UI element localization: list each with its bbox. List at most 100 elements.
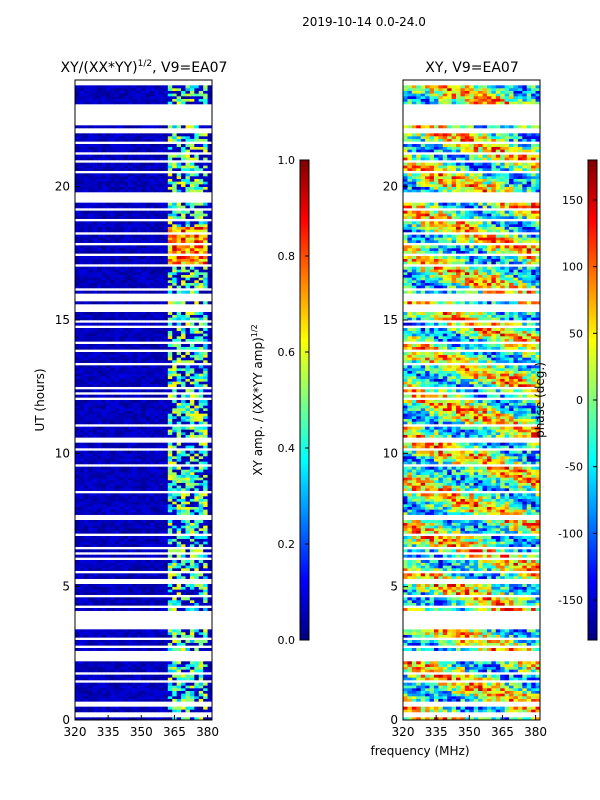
amp-cell xyxy=(79,384,85,387)
amp-cell xyxy=(110,144,116,147)
amp-cell xyxy=(189,373,195,377)
amp-cell xyxy=(198,224,204,227)
amp-cell xyxy=(194,322,200,326)
amp-cell xyxy=(158,290,164,294)
amp-cell xyxy=(88,456,94,459)
amp-cell xyxy=(83,154,89,158)
amp-cell xyxy=(194,405,200,409)
amp-cell xyxy=(141,416,147,419)
amp-cell xyxy=(123,426,129,430)
amp-cell xyxy=(176,373,182,377)
amp-cell xyxy=(101,360,107,363)
amp-cell xyxy=(88,317,94,321)
amp-cell xyxy=(105,666,111,670)
amp-cell xyxy=(123,269,129,273)
amp-cell xyxy=(150,394,155,398)
amp-cell xyxy=(92,445,98,449)
amp-cell xyxy=(114,706,120,710)
amp-cell xyxy=(185,400,191,403)
amp-cell xyxy=(203,458,208,462)
amp-cell xyxy=(79,600,85,603)
amp-cell xyxy=(198,426,204,430)
amp-cell xyxy=(119,346,125,350)
amp-cell xyxy=(110,368,116,371)
amp-cell xyxy=(79,677,85,681)
amp-cell xyxy=(145,602,151,606)
amp-cell xyxy=(97,280,102,283)
amp-cell xyxy=(132,250,138,254)
amp-cell xyxy=(189,234,195,238)
amp-cell xyxy=(203,90,208,94)
amp-cell xyxy=(83,400,89,403)
amp-cell xyxy=(79,125,85,129)
amp-cell xyxy=(119,472,125,475)
amp-cell xyxy=(101,181,107,185)
amp-cell xyxy=(97,674,102,678)
amp-cell xyxy=(189,541,195,545)
amp-cell xyxy=(128,600,133,603)
amp-cell xyxy=(128,538,133,542)
amp-cell xyxy=(145,274,151,278)
amp-cell xyxy=(119,186,125,190)
amp-cell xyxy=(128,357,133,361)
amp-cell xyxy=(92,434,98,438)
amp-cell xyxy=(128,480,133,483)
amp-cell xyxy=(75,418,80,422)
amp-cell xyxy=(203,221,208,225)
amp-cell xyxy=(150,682,155,686)
amp-cell xyxy=(167,357,173,361)
amp-cell xyxy=(92,693,98,697)
amp-cell xyxy=(110,648,116,651)
amp-cell xyxy=(167,402,173,406)
amp-cell xyxy=(154,488,160,491)
amp-cell xyxy=(141,586,147,590)
amp-cell xyxy=(97,258,102,262)
amp-cell xyxy=(198,317,204,321)
amp-cell xyxy=(114,573,120,577)
amp-cell xyxy=(181,186,186,190)
amp-cell xyxy=(158,573,164,577)
amp-cell xyxy=(150,698,155,702)
amp-cell xyxy=(150,709,155,713)
amp-cell xyxy=(97,336,102,339)
amp-cell xyxy=(88,322,94,326)
amp-cell xyxy=(114,274,120,278)
amp-cell xyxy=(141,245,147,249)
amp-cell xyxy=(145,365,151,369)
amp-cell xyxy=(136,93,142,97)
amp-cell xyxy=(83,498,89,502)
amp-cell xyxy=(145,506,151,510)
amp-cell xyxy=(88,301,94,305)
amp-cell xyxy=(141,344,147,347)
amp-cell xyxy=(185,346,191,350)
amp-cell xyxy=(110,429,116,433)
amp-cell xyxy=(194,333,200,337)
amp-cell xyxy=(75,165,80,169)
amp-cell xyxy=(136,469,142,473)
amp-cell xyxy=(75,477,80,481)
amp-cell xyxy=(110,498,116,502)
amp-cell xyxy=(92,210,98,214)
amp-cell xyxy=(185,381,191,385)
amp-cell xyxy=(176,216,182,219)
amp-cell xyxy=(119,378,125,382)
amp-cell xyxy=(154,346,160,350)
amp-cell xyxy=(172,696,178,699)
amp-cell xyxy=(167,389,173,393)
amp-cell xyxy=(185,560,191,563)
amp-cell xyxy=(110,352,116,355)
amp-cell xyxy=(181,586,186,590)
amp-cell xyxy=(114,450,120,454)
amp-cell xyxy=(154,402,160,406)
amp-cell xyxy=(136,154,142,158)
amp-cell xyxy=(172,368,178,371)
amp-cell xyxy=(136,562,142,566)
amp-cell xyxy=(203,568,208,571)
amp-cell xyxy=(145,317,151,321)
amp-cell xyxy=(198,210,204,214)
amp-cell xyxy=(110,690,116,694)
amp-cell xyxy=(101,226,107,230)
amp-cell xyxy=(75,498,80,502)
amp-cell xyxy=(163,472,169,475)
amp-cell xyxy=(136,360,142,363)
